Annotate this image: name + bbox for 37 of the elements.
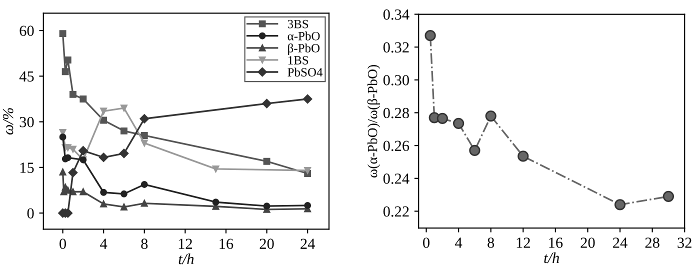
- x-tick-label: 0: [423, 238, 430, 248]
- x-tick-label: 0: [60, 238, 66, 249]
- x-tick-label: 8: [488, 238, 494, 248]
- x-tick-label: 4: [100, 238, 108, 249]
- legend-label: 3BS: [288, 20, 308, 28]
- x-tick-label: 16: [220, 238, 234, 249]
- x-tick-label: 20: [580, 238, 595, 248]
- x-tick-label: 32: [678, 238, 692, 248]
- x-tick-label: 16: [549, 238, 563, 248]
- y-tick-label: 0.24: [383, 174, 410, 184]
- y-tick-label: 60: [20, 26, 34, 36]
- y-tick-label: 0.32: [383, 42, 409, 53]
- y-tick-label: 0.28: [383, 108, 409, 118]
- x-tick-label: 12: [178, 238, 192, 249]
- y-tick-label: 30: [20, 116, 34, 128]
- legend-label: 1BS: [288, 56, 308, 64]
- x-axis-title: t/h: [178, 253, 194, 264]
- x-tick-label: 8: [141, 238, 148, 249]
- y-tick-label: 0.22: [383, 206, 409, 217]
- y-tick-label: 15: [20, 162, 34, 173]
- x-tick-label: 12: [516, 238, 530, 248]
- y-tick-label: 45: [19, 71, 34, 82]
- x-tick-label: 4: [455, 238, 462, 248]
- y-axis-title: ω/%: [2, 108, 14, 135]
- x-tick-label: 28: [645, 238, 660, 248]
- y-tick-label: 0.34: [383, 9, 410, 20]
- y-tick-label: 0.26: [383, 140, 410, 152]
- x-tick-label: 24: [300, 238, 315, 249]
- x-tick-label: 20: [260, 238, 274, 249]
- x-tick-label: 24: [613, 238, 628, 248]
- legend-label: α-PbO: [288, 32, 320, 40]
- legend-label: β-PbO: [288, 44, 320, 55]
- legend-label: PbSO4: [288, 68, 323, 77]
- y-tick-label: 0.30: [383, 75, 409, 86]
- y-tick-label: 0: [27, 208, 34, 219]
- x-axis-title: t/h: [544, 252, 560, 264]
- y-axis-title: ω(α-PbO)/ω(β-PbO): [367, 64, 380, 178]
